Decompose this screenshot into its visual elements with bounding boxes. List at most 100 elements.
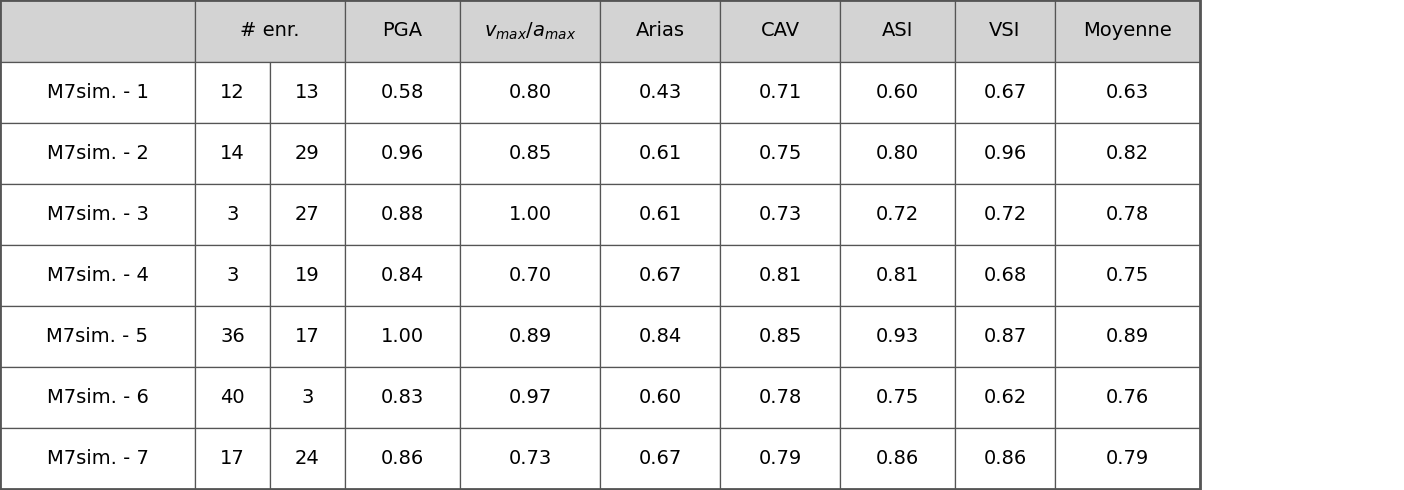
Text: M7sim. - 6: M7sim. - 6 [46,388,149,407]
Text: M7sim. - 7: M7sim. - 7 [46,449,149,468]
Bar [195,245,270,306]
Text: 0.72: 0.72 [983,205,1026,224]
Bar [600,0,720,62]
Text: 3: 3 [226,266,239,285]
Bar [270,245,345,306]
Bar [461,367,600,428]
Bar [600,123,720,184]
Text: 0.73: 0.73 [508,449,552,468]
Bar [461,184,600,245]
Bar [720,428,840,489]
Bar [461,0,600,62]
Text: 0.80: 0.80 [508,83,552,102]
Text: 0.86: 0.86 [380,449,424,468]
Bar [1054,123,1200,184]
Bar [0,0,1200,489]
Text: # enr.: # enr. [240,22,299,41]
Text: 0.93: 0.93 [876,327,920,346]
Text: M7sim. - 5: M7sim. - 5 [46,327,149,346]
Bar [195,123,270,184]
Text: 29: 29 [295,144,320,163]
Bar [840,367,955,428]
Bar [600,367,720,428]
Bar [345,184,461,245]
Text: 0.61: 0.61 [639,205,681,224]
Text: 0.67: 0.67 [983,83,1026,102]
Text: 0.81: 0.81 [876,266,920,285]
Bar [1054,245,1200,306]
Text: 0.58: 0.58 [380,83,424,102]
Bar [195,0,345,62]
Bar [195,367,270,428]
Text: CAV: CAV [761,22,799,41]
Bar [1054,428,1200,489]
Text: 0.71: 0.71 [758,83,802,102]
Text: 0.78: 0.78 [758,388,802,407]
Text: 0.68: 0.68 [983,266,1026,285]
Text: 0.85: 0.85 [508,144,552,163]
Text: 0.63: 0.63 [1106,83,1148,102]
Text: 0.67: 0.67 [639,266,681,285]
Bar [0,428,195,489]
Bar [345,245,461,306]
Text: 14: 14 [220,144,244,163]
Bar [0,184,195,245]
Text: 40: 40 [220,388,244,407]
Text: M7sim. - 2: M7sim. - 2 [46,144,149,163]
Text: 0.85: 0.85 [758,327,802,346]
Text: 1.00: 1.00 [380,327,424,346]
Bar [720,184,840,245]
Text: 0.73: 0.73 [758,205,802,224]
Text: 0.84: 0.84 [639,327,681,346]
Text: 0.89: 0.89 [1106,327,1148,346]
Bar [720,62,840,123]
Bar [461,245,600,306]
Bar [0,62,195,123]
Bar [345,0,461,62]
Bar [345,367,461,428]
Text: 0.89: 0.89 [508,327,552,346]
Bar [270,62,345,123]
Bar [0,306,195,367]
Bar [600,428,720,489]
Text: Moyenne: Moyenne [1082,22,1172,41]
Bar [600,62,720,123]
Text: ASI: ASI [882,22,913,41]
Text: 17: 17 [220,449,244,468]
Text: 17: 17 [295,327,320,346]
Bar [955,123,1054,184]
Text: 3: 3 [302,388,313,407]
Text: 0.70: 0.70 [508,266,552,285]
Text: 36: 36 [220,327,244,346]
Text: 0.84: 0.84 [380,266,424,285]
Bar [270,123,345,184]
Text: 0.72: 0.72 [876,205,920,224]
Bar [720,306,840,367]
Text: 0.81: 0.81 [758,266,802,285]
Text: 0.79: 0.79 [758,449,802,468]
Bar [270,428,345,489]
Text: VSI: VSI [990,22,1021,41]
Bar [0,245,195,306]
Text: M7sim. - 4: M7sim. - 4 [46,266,149,285]
Text: 0.88: 0.88 [380,205,424,224]
Text: 0.60: 0.60 [639,388,681,407]
Bar [195,184,270,245]
Bar [720,245,840,306]
Text: 0.87: 0.87 [983,327,1026,346]
Text: 0.96: 0.96 [380,144,424,163]
Bar [1054,306,1200,367]
Bar [955,245,1054,306]
Text: 12: 12 [220,83,244,102]
Text: 0.78: 0.78 [1106,205,1148,224]
Bar [195,306,270,367]
Text: Arias: Arias [636,22,685,41]
Bar [0,123,195,184]
Text: 0.43: 0.43 [639,83,681,102]
Text: 19: 19 [295,266,320,285]
Bar [1054,184,1200,245]
Bar [840,62,955,123]
Bar [0,367,195,428]
Bar [1054,367,1200,428]
Bar [720,123,840,184]
